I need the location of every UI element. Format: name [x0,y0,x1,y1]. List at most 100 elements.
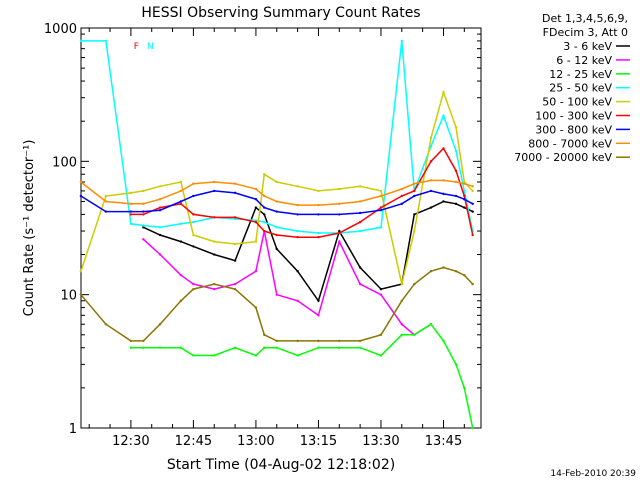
series-1 [142,200,474,303]
data-point [317,203,320,207]
data-point [179,240,183,243]
data-point [213,354,216,357]
footer-date: 14-Feb-2010 20:39 [550,469,636,479]
data-point [400,282,404,286]
data-point [158,197,162,201]
data-point [79,194,83,198]
data-point [254,220,258,224]
data-point [413,189,416,193]
data-point [400,39,404,43]
data-point [158,209,162,212]
data-point [142,189,145,193]
legend-label: 800 - 7000 keV [528,137,612,150]
data-point [338,240,341,243]
plot-area [80,27,482,429]
data-point [275,247,278,251]
data-point [192,245,195,248]
data-point [471,189,474,193]
data-point [275,200,278,203]
data-point [79,39,83,43]
series-line [80,179,473,206]
data-point [179,222,183,226]
data-point [429,136,433,140]
data-point [400,187,404,191]
data-point [429,206,433,209]
series-8 [79,179,474,207]
data-point [429,189,433,193]
data-point [463,206,466,209]
data-point [317,235,320,239]
data-point [142,339,145,343]
data-point [142,226,145,229]
data-point [463,194,466,198]
x-tick-label: 13:30 [362,434,399,449]
data-point [275,226,278,229]
data-point [454,269,458,273]
data-point [179,200,183,203]
data-point [317,314,320,317]
data-point [79,269,83,273]
data-point [142,238,145,241]
data-point [317,299,320,302]
data-point [192,287,195,291]
y-tick-label: 1 [69,422,77,437]
y-axis: 1 10 100 1000 [44,22,481,437]
data-point [358,339,362,343]
data-point [471,282,474,286]
legend-label: 50 - 100 keV [542,96,612,109]
data-point [263,229,266,233]
data-point [454,180,458,184]
data-point [158,346,162,349]
data-point [413,182,416,185]
data-point [296,229,299,233]
data-point [142,346,145,349]
data-point [400,333,404,337]
data-point [379,209,383,212]
data-point [338,231,341,235]
data-point [400,323,404,326]
data-point [358,220,362,224]
data-point [213,189,216,193]
data-point [400,299,404,302]
data-point [142,202,145,206]
data-point [379,333,383,337]
series-7 [79,189,474,216]
data-point [296,354,299,357]
series-line [80,40,474,234]
series-5 [79,89,474,286]
x-tick-label: 13:15 [300,434,337,449]
x-axis: 12:30 12:45 13:00 13:15 13:30 13:45 [88,28,465,449]
data-point [400,202,404,206]
data-point [129,210,133,213]
data-point [471,210,474,213]
data-point [192,354,195,357]
data-point [233,259,237,262]
data-point [463,386,466,390]
data-point [442,200,445,203]
data-point [442,114,445,117]
y-tick-label: 100 [52,155,77,170]
data-point [379,293,383,296]
data-point [463,273,466,277]
data-point [254,306,258,309]
data-point [263,346,266,349]
data-point [296,339,299,343]
data-point [233,216,237,219]
legend-label: 7000 - 20000 keV [514,151,612,164]
data-point [233,191,237,195]
data-point [275,210,278,213]
data-point [192,213,195,216]
data-point [296,213,299,216]
data-point [179,299,183,302]
series-2 [142,229,433,337]
data-point [158,206,162,209]
data-point [429,269,433,273]
data-point [263,173,266,176]
data-point [104,210,108,213]
data-point [338,346,341,349]
data-point [358,229,362,233]
data-point [454,169,458,172]
x-tick-label: 12:45 [175,434,212,449]
data-point [317,339,320,343]
data-point [471,426,474,430]
